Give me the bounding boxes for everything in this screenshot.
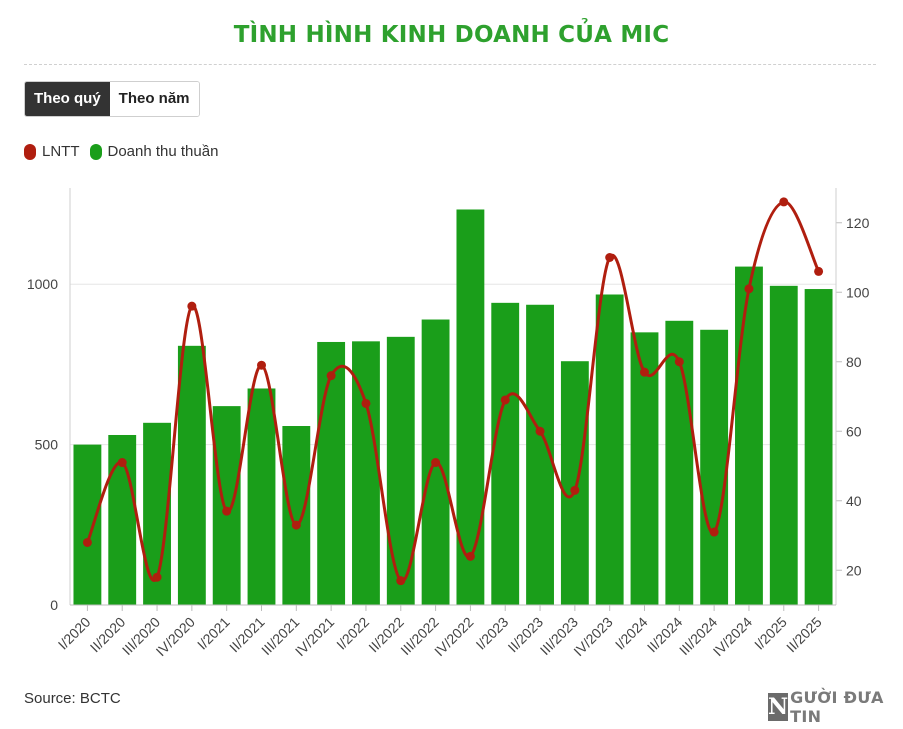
lntt-point	[257, 360, 266, 370]
lntt-point	[674, 357, 684, 367]
revenue-bar	[352, 341, 380, 605]
lntt-point	[465, 551, 475, 561]
lntt-point	[326, 371, 336, 381]
x-tick-label: I/2022	[333, 614, 372, 653]
revenue-bar	[491, 302, 520, 605]
revenue-bar	[247, 388, 276, 605]
brand-logo-mark: N	[768, 693, 789, 721]
chart-legend: LNTT Doanh thu thuần	[24, 143, 228, 160]
revenue-bar	[630, 332, 659, 605]
revenue-bar	[212, 406, 241, 605]
y-right-tick-label: 80	[846, 354, 862, 370]
brand-logo: N GƯỜI ĐƯA TIN	[768, 688, 903, 726]
y-right-tick-label: 60	[846, 423, 862, 439]
revenue-bar	[282, 426, 311, 605]
revenue-bar	[73, 444, 102, 605]
lntt-point	[570, 485, 580, 495]
legend-item-lntt[interactable]: LNTT	[24, 143, 80, 160]
toggle-quarter-button[interactable]: Theo quý	[25, 82, 110, 116]
y-right-tick-label: 40	[846, 493, 862, 509]
revenue-bar	[177, 345, 206, 605]
revenue-bar	[560, 361, 589, 605]
lntt-point	[605, 253, 615, 262]
lntt-point	[291, 520, 301, 530]
x-tick-label: I/2025	[751, 614, 790, 653]
y-left-tick-label: 1000	[27, 276, 58, 292]
y-right-tick-label: 100	[846, 284, 870, 300]
lntt-point	[361, 398, 371, 408]
x-tick-label: I/2024	[612, 614, 651, 653]
revenue-bar	[804, 289, 833, 605]
x-tick-label: IV/2021	[292, 614, 338, 660]
y-right-tick-label: 20	[846, 562, 862, 578]
revenue-bar	[735, 266, 763, 605]
legend-label-lntt: LNTT	[42, 143, 80, 160]
toggle-year-button[interactable]: Theo năm	[109, 82, 199, 116]
lntt-point	[82, 537, 92, 547]
lntt-point	[117, 458, 127, 468]
lntt-point	[709, 527, 719, 537]
revenue-bar	[700, 329, 729, 605]
lntt-line	[86, 200, 820, 583]
revenue-bar	[595, 294, 624, 605]
legend-swatch-lntt	[24, 143, 36, 160]
revenue-bar	[317, 341, 346, 605]
lntt-point	[152, 572, 162, 582]
lntt-point	[500, 395, 510, 405]
lntt-point	[779, 197, 789, 207]
x-tick-label: II/2025	[783, 614, 825, 656]
x-tick-label: IV/2024	[710, 614, 756, 660]
legend-label-revenue: Doanh thu thuần	[107, 143, 219, 160]
lntt-point	[187, 301, 197, 311]
lntt-point	[640, 367, 649, 377]
chart-title: TÌNH HÌNH KINH DOANH CỦA MIC	[233, 22, 670, 48]
x-tick-label: I/2023	[473, 614, 512, 653]
x-tick-label: IV/2022	[431, 614, 477, 660]
lntt-point	[396, 576, 406, 586]
x-tick-label: I/2020	[55, 614, 94, 653]
lntt-point	[431, 458, 441, 468]
period-toggle: Theo quý Theo năm	[24, 81, 200, 117]
lntt-point	[814, 266, 824, 276]
legend-swatch-revenue	[89, 143, 102, 160]
lntt-point	[535, 426, 545, 436]
brand-logo-text: GƯỜI ĐƯA TIN	[790, 688, 884, 726]
lntt-point	[222, 506, 232, 516]
lntt-point	[744, 284, 754, 294]
source-note: Source: BCTC	[24, 690, 121, 707]
y-right-tick-label: 120	[846, 215, 870, 231]
revenue-bar	[769, 285, 798, 605]
title-divider	[24, 64, 876, 65]
revenue-bar	[665, 320, 694, 605]
y-left-tick-label: 0	[50, 597, 58, 613]
legend-item-revenue[interactable]: Doanh thu thuần	[89, 143, 219, 160]
x-tick-label: IV/2023	[570, 614, 616, 660]
x-tick-label: IV/2020	[153, 614, 199, 660]
y-left-tick-label: 500	[35, 437, 59, 453]
x-tick-label: I/2021	[194, 614, 233, 653]
